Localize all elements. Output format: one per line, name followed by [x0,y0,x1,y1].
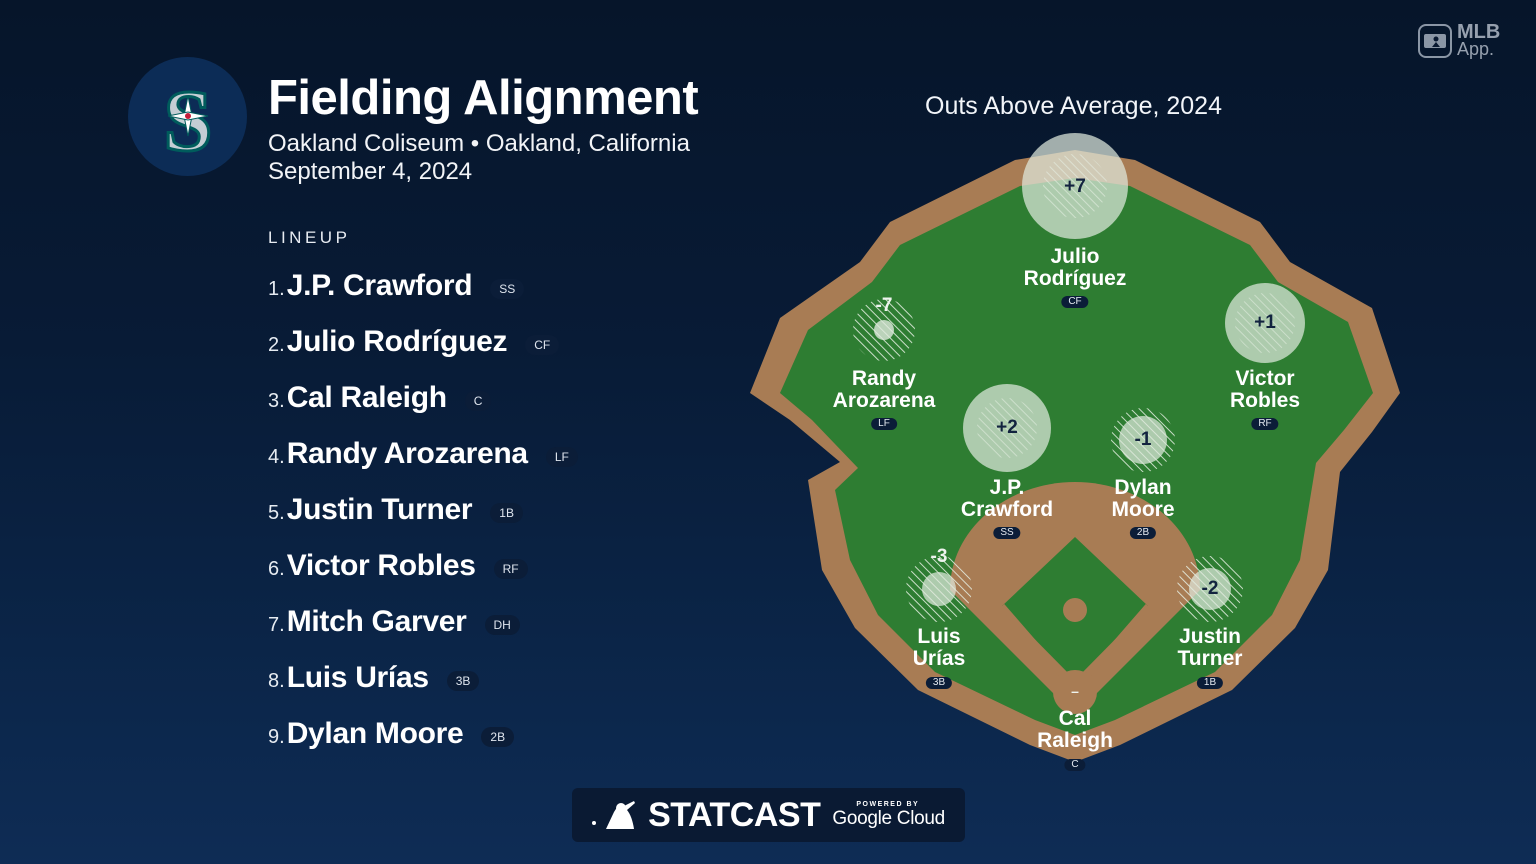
powered-by-label: POWERED BY [856,800,920,808]
player-name: J.P. Crawford [286,269,473,302]
oaa-value-c: – [1071,683,1079,699]
lineup-heading: LINEUP [268,228,351,247]
page-title: Fielding Alignment [268,71,699,125]
field-player-2b: Dylan Moore [1112,477,1175,521]
lineup-item: 5. Justin Turner 1B [268,482,578,538]
player-name: Dylan Moore [286,717,464,750]
first-name: Randy [851,367,917,390]
batting-order: 4. [268,445,285,468]
position-badge: RF [493,559,528,579]
batting-order: 2. [268,333,285,356]
position-pill-lf: LF [871,418,897,430]
oaa-value-2b: -1 [1134,429,1152,450]
venue: Oakland Coliseum • Oakland, California [268,130,690,157]
position-badge: LF [545,447,578,467]
lineup-item: 3. Cal Raleigh C [268,370,578,426]
mlb-app-label: MLB [1457,21,1501,43]
lineup-item: 4. Randy Arozarena LF [268,426,578,482]
position-pill-3b: 3B [925,677,953,689]
position-pill-2b: 2B [1129,527,1157,539]
first-name: Justin [1179,625,1241,648]
lineup-item: 7. Mitch Garver DH [268,594,578,650]
field-player-lf: Randy Arozarena [833,368,936,412]
team-logo: S [128,57,247,176]
mlb-app-sublabel: App. [1457,39,1495,59]
pitchers-mound [1063,598,1087,622]
home-plate-circle [1053,670,1097,714]
position-badge: 1B [490,503,523,523]
player-name: Julio Rodríguez [286,325,508,358]
player-name: Randy Arozarena [286,437,528,470]
field-player-cf: Julio Rodríguez [1024,246,1127,290]
lineup-item: 2. Julio Rodríguez CF [268,314,578,370]
field-player-1b: Justin Turner [1178,626,1243,670]
batting-order: 6. [268,557,285,580]
batting-order: 8. [268,669,285,692]
field-player-c: Cal Raleigh [1037,708,1113,752]
player-name: Victor Robles [286,549,476,582]
lineup-item: 1. J.P. Crawford SS [268,258,578,314]
field-title: Outs Above Average, 2024 [925,92,1222,120]
position-badge: CF [525,335,560,355]
first-name: Dylan [1114,476,1172,499]
last-name: Arozarena [832,389,936,412]
statcast-wordmark: STATCAST [648,795,821,834]
dot-icon [592,821,597,825]
batting-order: 5. [268,501,285,524]
statcast-badge: STATCAST POWERED BY Google Cloud [572,788,965,842]
batting-order: 9. [268,725,285,748]
first-name: Luis [917,625,961,648]
position-pill-ss: SS [993,527,1021,539]
google-cloud-credit: POWERED BY Google Cloud [832,801,945,830]
batting-order: 1. [268,277,285,300]
position-pill-1b: 1B [1196,677,1224,689]
field-player-3b: Luis Urías [913,626,966,670]
position-badge: 3B [446,671,480,691]
position-badge: DH [484,615,520,635]
position-pill-c: C [1064,759,1086,771]
oaa-value-1b: -2 [1201,578,1219,599]
player-name: Cal Raleigh [286,381,447,414]
lineup-item: 9. Dylan Moore 2B [268,706,578,762]
first-name: Cal [1058,707,1092,730]
last-name: Rodríguez [1023,267,1127,290]
game-info: Oakland Coliseum • Oakland, California S… [268,130,690,186]
lineup-item: 6. Victor Robles RF [268,538,578,594]
oaa-value-ss: +2 [996,417,1018,438]
mlb-app-badge: MLB App. [1418,21,1501,59]
oaa-value-rf: +1 [1254,312,1276,333]
mlb-batter-logo-icon [1418,24,1452,58]
last-name: Turner [1177,647,1243,670]
position-pill-cf: CF [1061,296,1089,308]
last-name: Crawford [960,498,1054,521]
oaa-value-3b: -3 [930,546,948,567]
lineup-item: 8. Luis Urías 3B [268,650,578,706]
position-pill-rf: RF [1251,418,1279,430]
first-name: Victor [1235,367,1295,390]
player-name: Mitch Garver [286,605,467,638]
oaa-value-lf: -7 [875,295,893,316]
lineup-list: 1. J.P. Crawford SS 2. Julio Rodríguez CF 3.… [268,258,578,762]
field-player-ss: J.P. Crawford [961,477,1053,521]
batting-order: 3. [268,389,285,412]
game-date: September 4, 2024 [268,158,473,185]
player-name: Luis Urías [286,661,429,694]
oaa-value-cf: +7 [1064,176,1086,197]
last-name: Moore [1111,498,1175,521]
player-name: Justin Turner [286,493,473,526]
last-name: Robles [1229,389,1301,412]
position-badge: 2B [481,727,515,747]
first-name: J.P. [989,476,1025,499]
partner-name: Google Cloud [832,807,945,829]
last-name: Raleigh [1037,729,1113,752]
position-badge: C [464,391,492,411]
first-name: Julio [1050,245,1100,268]
last-name: Urías [912,647,966,670]
position-badge: SS [490,279,525,299]
batting-order: 7. [268,613,285,636]
mlb-batter-silhouette-icon [606,801,636,829]
mariners-logo-icon: S [162,74,214,160]
field-player-rf: Victor Robles [1230,368,1300,412]
